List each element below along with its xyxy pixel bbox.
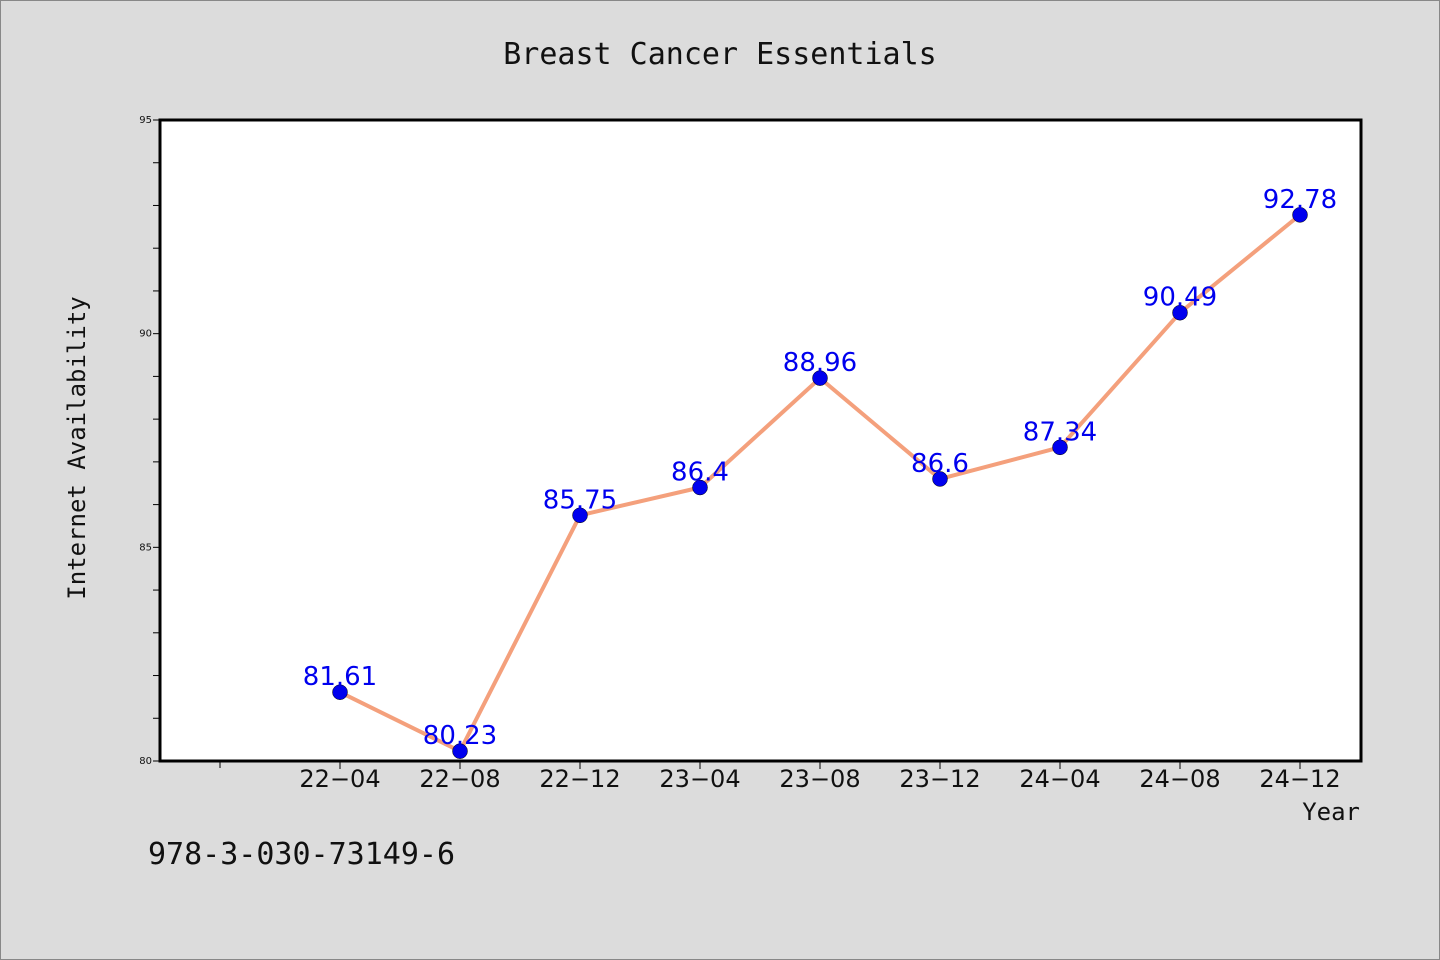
data-point <box>812 370 828 386</box>
x-tick-label: 22−12 <box>539 765 620 793</box>
data-label: 85.75 <box>543 485 617 515</box>
y-tick-label: 85 <box>139 542 152 553</box>
data-point <box>692 479 708 496</box>
data-point <box>1172 304 1188 321</box>
data-label: 90.49 <box>1143 283 1217 313</box>
data-point <box>1292 207 1308 223</box>
x-tick-label: 23−08 <box>779 765 860 793</box>
y-tick-label: 90 <box>139 329 152 340</box>
footer-code: 978-3-030-73149-6 <box>148 837 455 872</box>
data-label: 81.61 <box>303 662 377 692</box>
data-label: 88.96 <box>783 348 857 378</box>
chart-title: Breast Cancer Essentials <box>503 37 936 72</box>
data-label: 80.23 <box>423 721 497 751</box>
y-axis-title: Internet Availability <box>63 296 91 599</box>
data-label: 86.4 <box>671 458 729 488</box>
plot-area: 80 85 90 95 22−04 22−08 22−12 23−04 23−08 23−12 24… <box>139 115 1363 793</box>
data-label: 92.78 <box>1263 185 1337 215</box>
x-tick-label: 23−04 <box>659 765 740 793</box>
y-tick-label: 95 <box>139 115 152 126</box>
data-label: 86.6 <box>911 449 969 479</box>
x-tick-label: 24−08 <box>1139 765 1220 793</box>
x-tick-label: 24−04 <box>1019 765 1100 793</box>
data-point <box>452 743 468 759</box>
x-axis-title: Year <box>1302 798 1360 826</box>
x-tick-label: 23−12 <box>899 765 980 793</box>
x-tick-label: 22−08 <box>419 765 500 793</box>
data-point <box>572 507 588 524</box>
y-tick-label: 80 <box>139 756 152 767</box>
data-point <box>332 684 348 700</box>
data-label: 87.34 <box>1023 417 1097 447</box>
data-point <box>1052 439 1068 456</box>
x-tick-label: 24−12 <box>1259 765 1340 793</box>
plot-frame <box>158 118 1363 763</box>
data-point <box>932 471 948 487</box>
x-tick-label: 22−04 <box>299 765 380 793</box>
